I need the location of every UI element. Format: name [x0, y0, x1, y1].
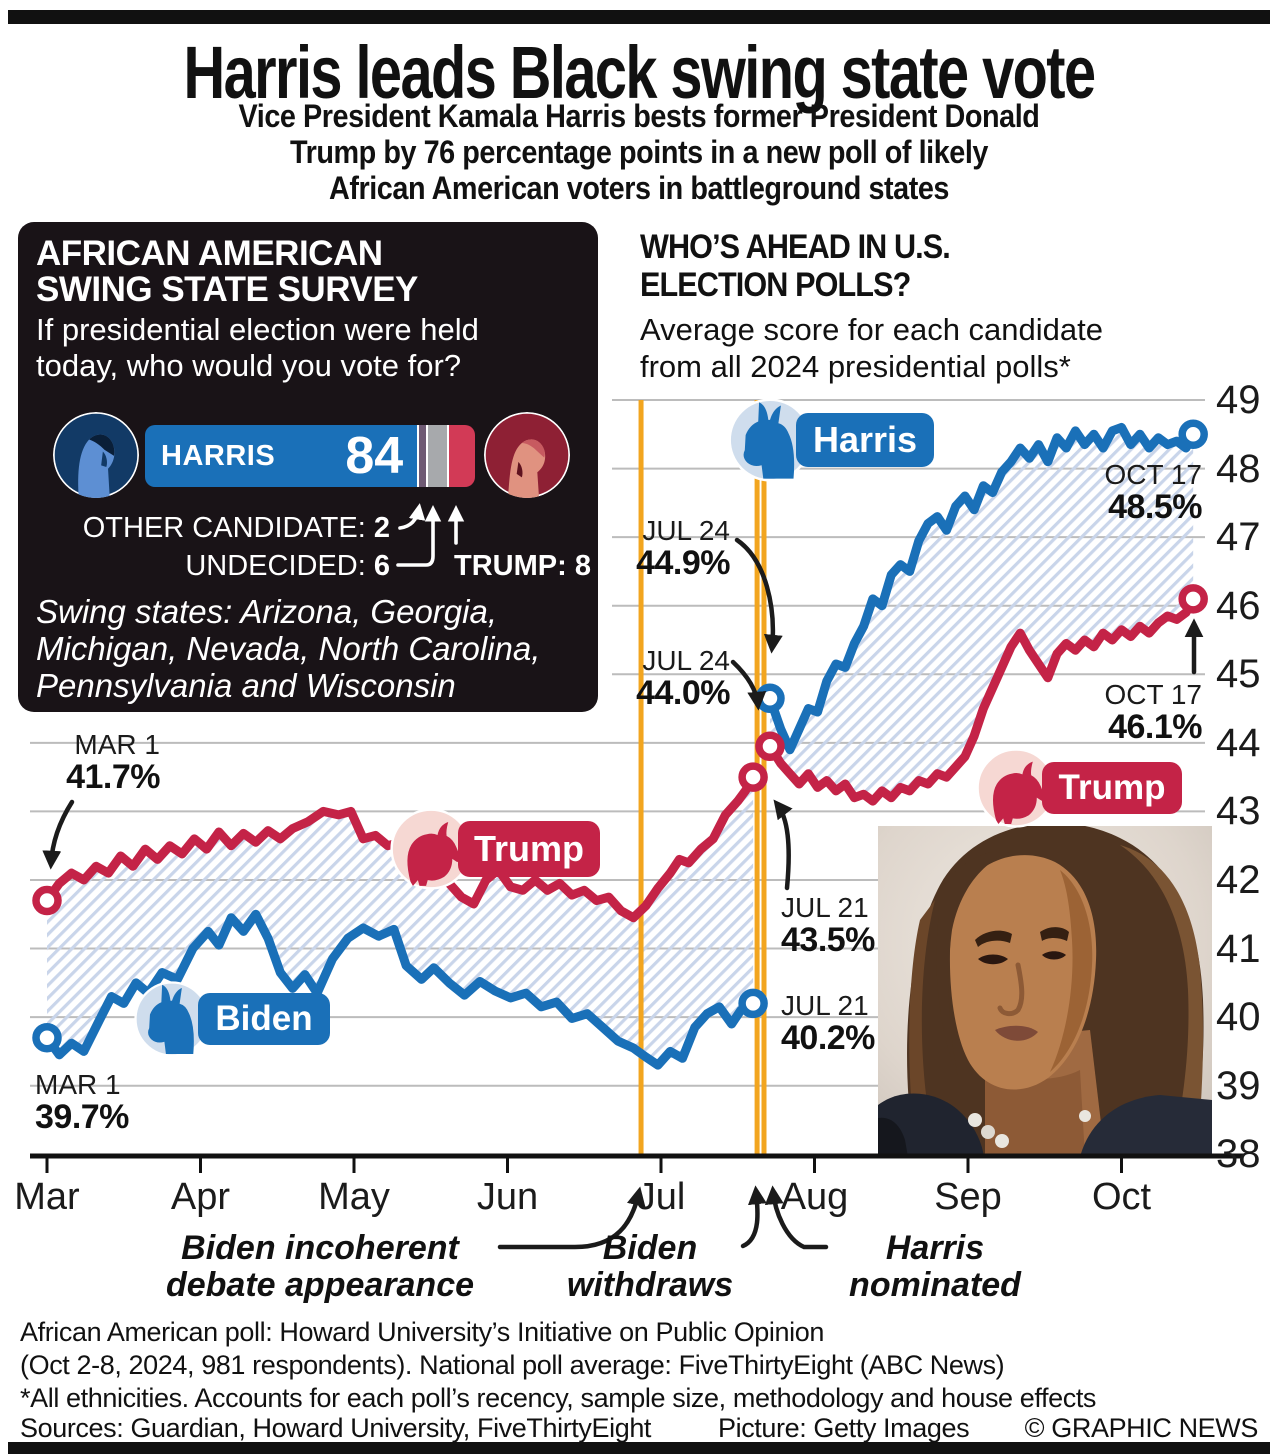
chart-subheading-line: from all 2024 presidential polls*: [640, 349, 1071, 384]
survey-question-line: today, who would you vote for?: [36, 348, 462, 383]
democrat-donkey-icon: [134, 981, 210, 1057]
y-tick-label: 40: [1216, 995, 1261, 1040]
footer-copyright: © GRAPHIC NEWS: [1024, 1413, 1259, 1443]
y-tick-label: 38: [1216, 1132, 1261, 1177]
annotation-mar1-trump: MAR 1 41.7%: [66, 729, 160, 796]
trump-callout: TRUMP: 8: [454, 550, 591, 583]
lead-gap-hatch: [47, 427, 1194, 1066]
annotation-oct17-trump: OCT 17 46.1%: [1104, 679, 1202, 746]
survey-title-line: AFRICAN AMERICAN: [36, 234, 383, 273]
survey-result-bar: HARRIS 84: [145, 425, 475, 487]
bar-segment-other: [417, 425, 426, 487]
trump-callout-value: 8: [574, 550, 591, 582]
bar-segment-harris: HARRIS 84: [145, 425, 418, 487]
y-tick-label: 49: [1216, 378, 1261, 422]
republican-elephant-icon: [976, 748, 1056, 828]
bottom-rule: [8, 1442, 1270, 1454]
survey-callout-arrows: [396, 503, 465, 567]
swing-states-line: Swing states: Arizona, Georgia,: [36, 593, 498, 630]
annotation-jul21-trump: JUL 21 43.5%: [781, 892, 875, 959]
undecided-callout: UNDECIDED: 6: [185, 550, 390, 583]
undecided-label: UNDECIDED:: [185, 550, 366, 582]
annotation-jul21-biden: JUL 21 40.2%: [781, 990, 875, 1057]
chart-heading-line: ELECTION POLLS?: [640, 266, 911, 304]
annotation-oct17-harris: OCT 17 48.5%: [1104, 459, 1202, 526]
bar-harris-label: HARRIS: [161, 439, 276, 472]
annotation-jul24-trump: JUL 24 44.0%: [636, 645, 730, 712]
african-american-survey-panel: AFRICAN AMERICAN SWING STATE SURVEY If p…: [18, 222, 598, 712]
y-tick-label: 39: [1216, 1063, 1261, 1108]
trump-line-badge-harris-era: Trump: [976, 748, 1182, 828]
footer-picture-credit: Picture: Getty Images: [718, 1413, 970, 1443]
arrow-jul24-harris: [734, 537, 783, 654]
x-tick-label: Sep: [934, 1176, 1002, 1218]
arrow-jul24-trump: [730, 659, 767, 711]
biden-line-badge: Biden: [134, 981, 330, 1057]
y-tick-label: 45: [1216, 652, 1261, 697]
y-tick-label: 41: [1216, 926, 1261, 971]
swing-states-line: Pennsylvania and Wisconsin: [36, 667, 456, 704]
arrow-event-debate: [497, 1186, 646, 1250]
y-tick-label: 44: [1216, 720, 1261, 765]
x-tick-label: Mar: [14, 1176, 80, 1218]
harris-line-label: Harris: [796, 413, 934, 467]
kamala-harris-photo: [878, 826, 1212, 1157]
bar-harris-value: 84: [345, 427, 404, 485]
bar-segment-undecided: [425, 425, 448, 487]
survey-question-line: If presidential election were held: [36, 312, 479, 347]
event-label-nominated: Harris nominated: [849, 1229, 1021, 1304]
y-tick-label: 48: [1216, 446, 1261, 491]
trump-line-label: Trump: [1042, 762, 1182, 814]
top-rule: [8, 10, 1270, 24]
arrow-jul21-trump: [773, 799, 793, 891]
harris-line-badge: Harris: [728, 398, 934, 482]
x-tick-label: Apr: [170, 1176, 231, 1218]
footer-line: *All ethnicities. Accounts for each poll…: [20, 1383, 1097, 1413]
trump-callout-label: TRUMP:: [454, 550, 567, 582]
annotation-mar1-biden: MAR 1 39.7%: [35, 1069, 129, 1136]
y-tick-label: 46: [1216, 583, 1261, 628]
trump-line-badge-biden-era: Trump: [390, 808, 600, 890]
other-candidate-callout: OTHER CANDIDATE: 2: [83, 512, 390, 545]
x-axis: [30, 1153, 1243, 1173]
swing-states-line: Michigan, Nevada, North Carolina,: [36, 630, 541, 667]
harris-avatar: [53, 412, 139, 498]
x-tick-label: Jun: [476, 1176, 539, 1218]
chart-heading-line: WHO’S AHEAD IN U.S.: [640, 228, 951, 266]
event-label-debate: Biden incoherent debate appearance: [165, 1229, 475, 1304]
arrow-event-withdraws: [740, 1185, 767, 1249]
endpoint-markers: [32, 419, 1208, 1053]
other-candidate-label: OTHER CANDIDATE:: [82, 512, 366, 544]
arrow-event-nominated: [764, 1185, 829, 1250]
footer-line: African American poll: Howard University…: [20, 1317, 824, 1347]
page-subtitle: Vice President Kamala Harris bests forme…: [64, 98, 1214, 206]
page-title: Harris leads Black swing state vote: [183, 31, 1096, 114]
subtitle-line: Trump by 76 percentage points in a new p…: [290, 134, 988, 170]
survey-title-line: SWING STATE SURVEY: [36, 270, 418, 309]
republican-elephant-icon: [390, 808, 472, 890]
x-tick-label: Aug: [780, 1176, 849, 1218]
x-tick-label: May: [318, 1176, 390, 1218]
footer-sources: Sources: Guardian, Howard University, Fi…: [20, 1413, 652, 1443]
y-tick-label: 43: [1216, 789, 1261, 834]
annotation-jul24-harris: JUL 24 44.9%: [636, 515, 730, 582]
event-label-withdraws: Biden withdraws: [566, 1229, 734, 1304]
y-tick-label: 47: [1216, 515, 1261, 560]
y-tick-label: 42: [1216, 857, 1261, 902]
x-tick-label: Jul: [636, 1176, 686, 1218]
subtitle-line: African American voters in battleground …: [329, 170, 949, 206]
arrow-mar1-trump: [42, 799, 75, 870]
footer-line: (Oct 2-8, 2024, 981 respondents). Nation…: [20, 1350, 1005, 1380]
x-tick-label: Oct: [1091, 1176, 1152, 1218]
trump-avatar: [484, 412, 570, 498]
other-candidate-value: 2: [373, 512, 390, 544]
bar-segment-trump: [447, 425, 475, 487]
chart-subheading-line: Average score for each candidate: [640, 312, 1104, 347]
undecided-value: 6: [373, 550, 390, 582]
subtitle-line: Vice President Kamala Harris bests forme…: [238, 98, 1040, 134]
annotation-arrows: [42, 537, 1204, 1250]
biden-line-label: Biden: [198, 993, 330, 1045]
trump-line-label: Trump: [458, 821, 600, 877]
